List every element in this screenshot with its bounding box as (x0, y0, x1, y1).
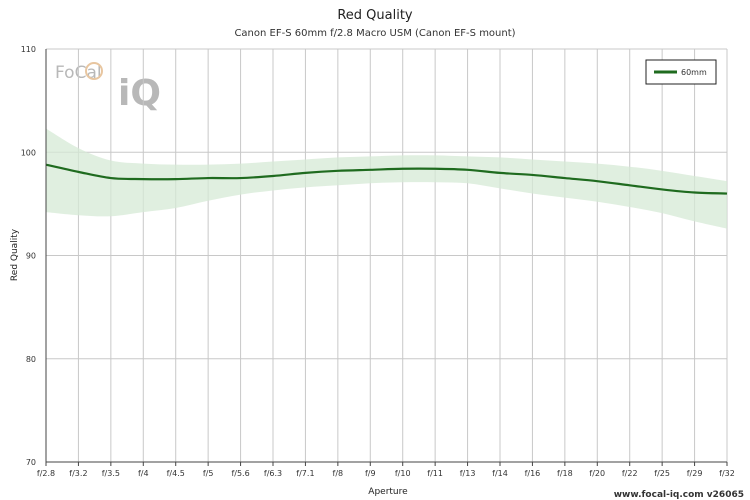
x-tick-label: f/11 (427, 469, 443, 478)
y-tick-label: 70 (26, 458, 36, 467)
x-tick-label: f/18 (557, 469, 573, 478)
series-line-60mm (45, 163, 728, 195)
x-tick-label: f/32 (719, 469, 735, 478)
x-tick-label: f/4 (138, 469, 149, 478)
y-tick-label: 100 (21, 148, 36, 157)
quality-band (46, 128, 727, 229)
y-tick-labels: 70 80 90 100 110 (21, 45, 36, 467)
x-tick-label: f/8 (333, 469, 344, 478)
x-tick-label: f/3.5 (102, 469, 120, 478)
x-tick-label: f/6.3 (264, 469, 282, 478)
quality-band-area (46, 128, 727, 229)
chart-title: Red Quality (337, 8, 413, 23)
x-tick-label: f/5 (203, 469, 214, 478)
x-tick-label: f/20 (589, 469, 605, 478)
axes (45, 49, 727, 463)
x-axis-label: Aperture (368, 487, 408, 497)
chart-subtitle: Canon EF-S 60mm f/2.8 Macro USM (Canon E… (234, 28, 515, 39)
x-tick-labels: f/2.8 f/3.2 f/3.5 f/4 f/4.5 f/5 f/5.6 f/6.3 f/7.… (37, 462, 735, 478)
y-tick-label: 90 (26, 252, 36, 261)
x-tick-label: f/2.8 (37, 469, 55, 478)
legend: 60mm (645, 59, 717, 85)
x-tick-label: f/9 (365, 469, 376, 478)
legend-entry: 60mm (681, 68, 707, 77)
x-tick-label: f/22 (622, 469, 638, 478)
focal-iq-logo: FoCal iQ (55, 62, 161, 114)
x-tick-label: f/13 (460, 469, 476, 478)
x-tick-label: f/5.6 (231, 469, 249, 478)
y-tick-label: 110 (21, 45, 36, 54)
x-tick-label: f/16 (525, 469, 541, 478)
grid (45, 48, 728, 463)
x-tick-label: f/4.5 (167, 469, 185, 478)
x-tick-label: f/25 (654, 469, 670, 478)
x-tick-label: f/3.2 (69, 469, 87, 478)
series-lines (45, 163, 728, 195)
footer-credit: www.focal-iq.com v26065 (614, 490, 744, 500)
x-tick-label: f/7.1 (296, 469, 314, 478)
x-tick-label: f/14 (492, 469, 508, 478)
x-tick-label: f/29 (687, 469, 703, 478)
y-axis-label: Red Quality (10, 228, 20, 281)
x-tick-label: f/10 (395, 469, 411, 478)
logo-word-iq: iQ (118, 73, 161, 114)
y-tick-label: 80 (26, 355, 36, 364)
logo-ring-icon (85, 62, 103, 80)
legend-box (645, 59, 717, 85)
